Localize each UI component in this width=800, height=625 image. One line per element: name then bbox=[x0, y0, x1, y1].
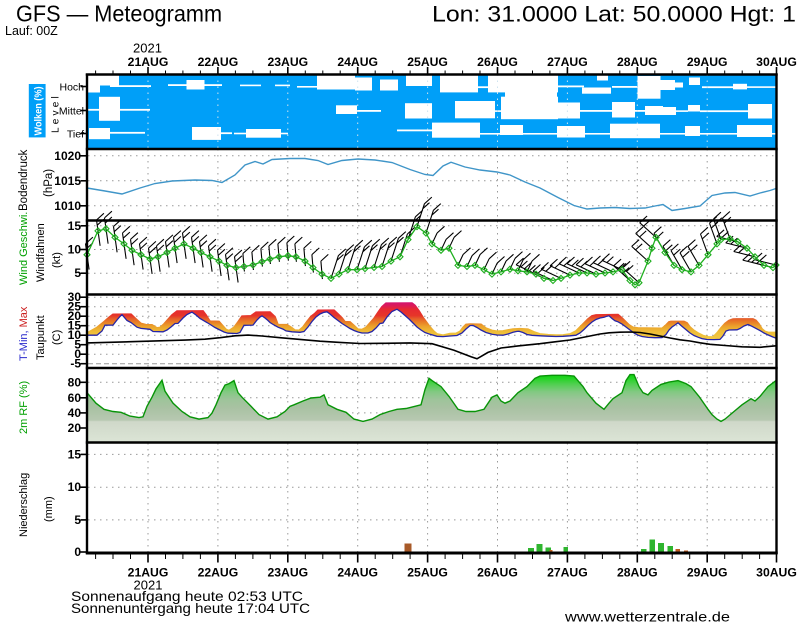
svg-text:25: 25 bbox=[68, 300, 82, 314]
svg-text:2021: 2021 bbox=[133, 41, 162, 56]
svg-text:24AUG: 24AUG bbox=[337, 55, 378, 69]
svg-text:60: 60 bbox=[68, 391, 82, 405]
svg-text:40: 40 bbox=[68, 406, 82, 420]
svg-text:1010: 1010 bbox=[54, 199, 81, 213]
svg-text:10: 10 bbox=[68, 328, 82, 342]
svg-text:(C): (C) bbox=[51, 330, 63, 345]
svg-text:30AUG: 30AUG bbox=[756, 566, 797, 580]
svg-text:5: 5 bbox=[74, 338, 81, 352]
svg-text:Hoch: Hoch bbox=[59, 82, 84, 94]
svg-text:22AUG: 22AUG bbox=[198, 566, 239, 580]
svg-text:(kt): (kt) bbox=[51, 252, 63, 268]
svg-text:30: 30 bbox=[68, 290, 82, 304]
svg-text:(hPa): (hPa) bbox=[43, 169, 55, 197]
svg-text:20: 20 bbox=[68, 421, 82, 435]
svg-text:29AUG: 29AUG bbox=[687, 566, 728, 580]
svg-text:23AUG: 23AUG bbox=[267, 566, 308, 580]
svg-text:Sonnenuntergang heute 17:04 UT: Sonnenuntergang heute 17:04 UTC bbox=[71, 600, 310, 616]
svg-text:-5: -5 bbox=[70, 357, 81, 371]
svg-text:23AUG: 23AUG bbox=[267, 55, 308, 69]
svg-text:10: 10 bbox=[68, 480, 82, 494]
svg-text:25AUG: 25AUG bbox=[407, 566, 448, 580]
svg-text:Windfahnen: Windfahnen bbox=[35, 223, 47, 282]
svg-text:26AUG: 26AUG bbox=[477, 566, 518, 580]
svg-text:25AUG: 25AUG bbox=[407, 55, 448, 69]
svg-text:GFS — Meteogramm: GFS — Meteogramm bbox=[16, 1, 222, 27]
svg-text:21AUG: 21AUG bbox=[128, 55, 169, 69]
svg-text:Bodendruck: Bodendruck bbox=[18, 149, 30, 211]
svg-text:5: 5 bbox=[74, 266, 81, 280]
svg-text:20: 20 bbox=[68, 309, 82, 323]
svg-text:21AUG: 21AUG bbox=[128, 566, 169, 580]
svg-text:0: 0 bbox=[74, 545, 81, 559]
svg-text:2m RF (%): 2m RF (%) bbox=[18, 381, 30, 434]
svg-text:Lon: 31.0000 Lat: 50.0000 Hgt:: Lon: 31.0000 Lat: 50.0000 Hgt: 1 bbox=[432, 2, 796, 27]
svg-text:Wind Geschwi.: Wind Geschwi. bbox=[18, 212, 30, 285]
svg-text:26AUG: 26AUG bbox=[477, 55, 518, 69]
svg-text:Niederschlag: Niederschlag bbox=[18, 473, 30, 537]
svg-text:2021: 2021 bbox=[134, 578, 163, 593]
svg-text:28AUG: 28AUG bbox=[617, 55, 658, 69]
svg-text:15: 15 bbox=[68, 319, 82, 333]
svg-text:Lauf: 00Z: Lauf: 00Z bbox=[5, 24, 58, 38]
svg-text:Level: Level bbox=[51, 93, 62, 133]
svg-text:0: 0 bbox=[74, 347, 81, 361]
svg-text:Taupunkt: Taupunkt bbox=[35, 315, 47, 360]
svg-text:5: 5 bbox=[74, 513, 81, 527]
svg-text:30AUG: 30AUG bbox=[756, 55, 797, 69]
svg-text:Wolken (%): Wolken (%) bbox=[33, 87, 45, 136]
svg-text:Mittel: Mittel bbox=[59, 106, 84, 118]
svg-text:27AUG: 27AUG bbox=[547, 566, 588, 580]
svg-text:www.wetterzentrale.de: www.wetterzentrale.de bbox=[564, 609, 730, 625]
svg-text:27AUG: 27AUG bbox=[547, 55, 588, 69]
svg-text:24AUG: 24AUG bbox=[337, 566, 378, 580]
svg-text:1020: 1020 bbox=[54, 149, 81, 163]
svg-text:29AUG: 29AUG bbox=[687, 55, 728, 69]
svg-text:Sonnenaufgang heute 02:53 UTC: Sonnenaufgang heute 02:53 UTC bbox=[71, 588, 303, 604]
svg-text:T-Min, Max: T-Min, Max bbox=[18, 306, 30, 361]
svg-text:22AUG: 22AUG bbox=[198, 55, 239, 69]
svg-text:15: 15 bbox=[68, 447, 82, 461]
svg-text:80: 80 bbox=[68, 375, 82, 389]
svg-text:28AUG: 28AUG bbox=[617, 566, 658, 580]
svg-text:10: 10 bbox=[68, 243, 82, 257]
svg-text:Tief: Tief bbox=[67, 129, 84, 141]
svg-text:(mm): (mm) bbox=[43, 496, 55, 522]
svg-text:15: 15 bbox=[68, 219, 82, 233]
svg-text:1015: 1015 bbox=[54, 174, 81, 188]
